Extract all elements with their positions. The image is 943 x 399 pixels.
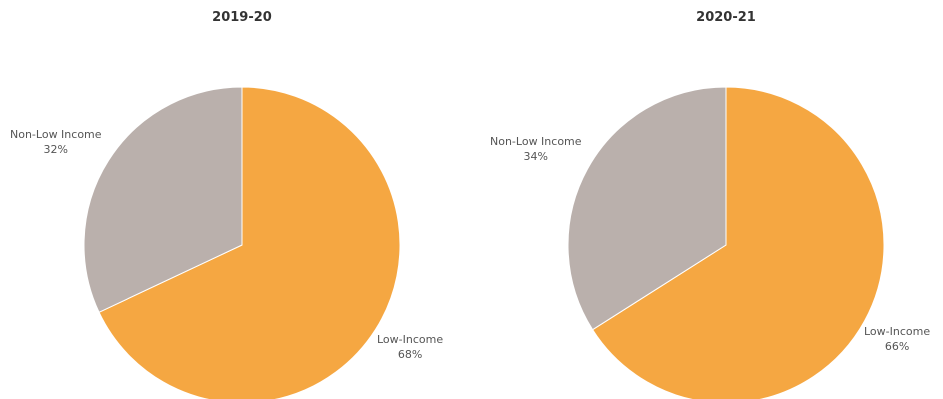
slice-label-low-income: Low-Income 68% bbox=[377, 332, 443, 362]
chart-title: 2019-20 bbox=[212, 10, 272, 25]
slice-label-name: Non-Low Income bbox=[10, 128, 102, 141]
pie-slice-low-income bbox=[591, 86, 885, 399]
slice-label-value: 68% bbox=[397, 348, 423, 361]
slice-label-non-low-income: Non-Low Income 34% bbox=[490, 134, 582, 164]
slice-label-non-low-income: Non-Low Income 32% bbox=[10, 127, 102, 157]
slice-label-value: 32% bbox=[43, 143, 68, 156]
pie-chart-2019-20: 2019-20 Non-Low Income 32% Low-Income 68… bbox=[10, 10, 443, 399]
slice-label-low-income: Low-Income 66% bbox=[864, 324, 930, 354]
chart-title: 2020-21 bbox=[696, 10, 756, 25]
pie-slice-non-low-income bbox=[567, 86, 727, 331]
slice-label-name: Non-Low Income bbox=[490, 135, 582, 148]
slice-label-value: 34% bbox=[523, 150, 548, 163]
slice-label-value: 66% bbox=[884, 340, 910, 353]
pie-chart-2020-21: 2020-21 Non-Low Income 34% Low-Income 66… bbox=[480, 0, 943, 399]
pie-slice-non-low-income bbox=[83, 86, 243, 313]
slice-label-name: Low-Income bbox=[377, 333, 444, 346]
pie-slice-low-income bbox=[98, 86, 401, 399]
pie-svg bbox=[567, 86, 885, 399]
slice-label-name: Low-Income bbox=[864, 325, 931, 338]
pie-svg bbox=[83, 86, 401, 399]
